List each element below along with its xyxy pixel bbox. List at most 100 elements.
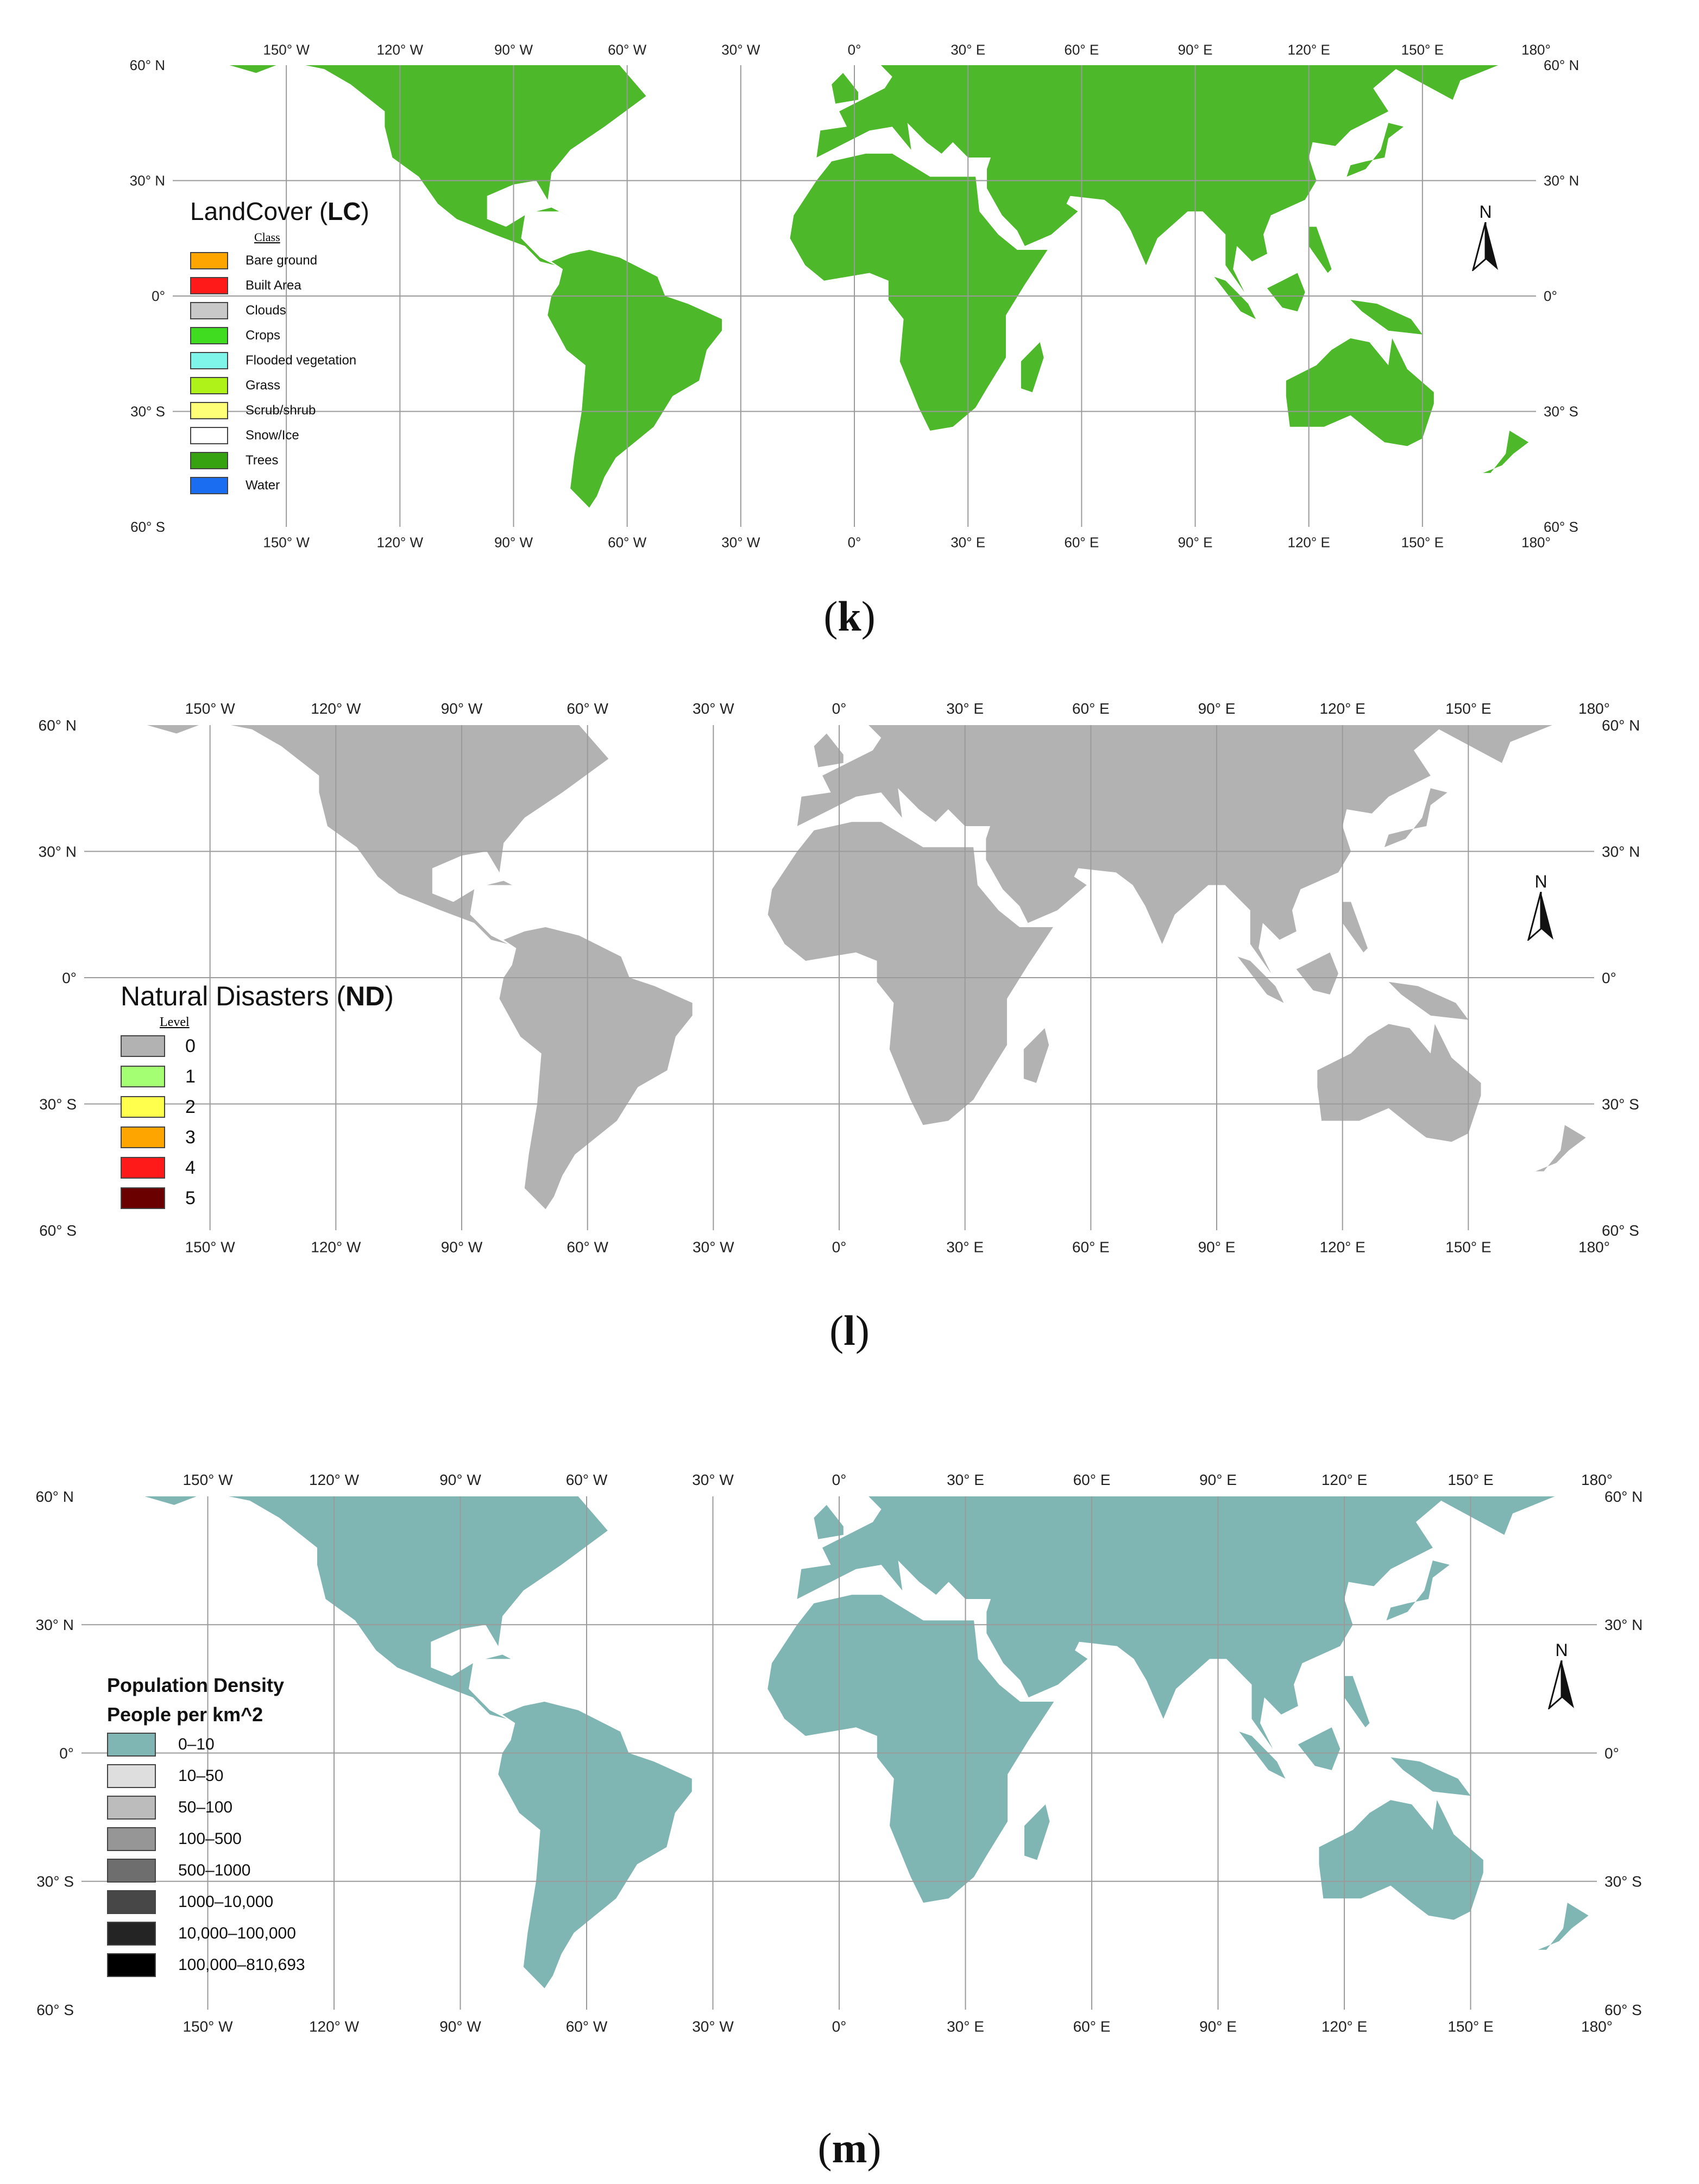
lon-tick-label: 90° W (441, 1239, 483, 1256)
lon-tick-label: 0° (832, 700, 847, 717)
lat-tick-label: 30° N (1544, 173, 1579, 189)
lat-tick-label: 0° (1544, 288, 1557, 304)
landmass (1386, 1560, 1450, 1621)
lat-tick-label: 30° S (1602, 1096, 1639, 1112)
land-layer (229, 65, 1529, 508)
landmass (1021, 342, 1044, 393)
lon-tick-label: 0° (848, 42, 861, 58)
legend-swatch (190, 377, 228, 394)
landmass (1535, 1125, 1586, 1172)
landmass (1296, 952, 1338, 995)
landmass (816, 65, 1499, 292)
legend-swatch (190, 352, 228, 369)
legend-item: 3 (121, 1126, 394, 1148)
lon-tick-label: 150° E (1445, 700, 1491, 717)
landmass (1346, 123, 1404, 177)
lat-tick-label: 30° N (130, 173, 165, 189)
lat-tick-label: 30° N (39, 843, 77, 860)
legend-label: 10–50 (178, 1767, 224, 1785)
panel-natural-disasters: 150° W 150° W 120° W 120° W 90° W 90° W 60° W 6… (0, 679, 1699, 1385)
legend-swatch (121, 1187, 165, 1209)
lon-tick-label: 150° E (1448, 2018, 1493, 2035)
legend-item: 10,000–100,000 (107, 1922, 305, 1946)
legend-item: 500–1000 (107, 1859, 305, 1883)
north-label: N (1479, 202, 1492, 222)
legend-label: 500–1000 (178, 1861, 251, 1879)
panel-population-density: 150° W 150° W 120° W 120° W 90° W 90° W 60° W 6… (0, 1385, 1699, 2184)
lon-tick-label: 90° W (494, 42, 533, 58)
lon-tick-label: 60° E (1064, 42, 1099, 58)
legend-item: 100–500 (107, 1827, 305, 1851)
lat-tick-label: 60° N (1602, 717, 1640, 734)
landmass (144, 1496, 608, 1719)
lon-tick-label: 0° (832, 2018, 847, 2035)
lon-tick-label: 150° W (185, 1239, 236, 1256)
legend-item: 1000–10,000 (107, 1890, 305, 1914)
panel-landcover: 150° W 150° W 120° W 120° W 90° W 90° W 60° W 6… (0, 0, 1699, 679)
legend-item: Flooded vegetation (190, 352, 369, 369)
landmass (1317, 1024, 1481, 1142)
legend-swatch (190, 477, 228, 494)
legend-label: Snow/Ice (246, 428, 299, 443)
legend-subtitle: People per km^2 (107, 1703, 263, 1726)
lon-tick-label: 30° E (946, 1239, 984, 1256)
lon-tick-label: 30° W (692, 1471, 734, 1488)
legend-title: Natural Disasters (ND) (121, 981, 394, 1011)
landmass (1388, 981, 1469, 1020)
legend-item: 4 (121, 1157, 394, 1179)
landmass (1384, 788, 1448, 847)
legend-item: Water (190, 477, 369, 494)
legend-swatch (190, 327, 228, 344)
lon-tick-label: 180° (1581, 2018, 1613, 2035)
lat-tick-label: 60° N (36, 1488, 74, 1505)
legend-swatch (190, 452, 228, 469)
legend-label: 0–10 (178, 1735, 215, 1753)
landmass (499, 927, 693, 1210)
lon-tick-label: 90° E (1178, 534, 1213, 551)
lon-tick-label: 150° W (263, 534, 310, 551)
lon-tick-label: 30° W (693, 700, 734, 717)
legend-swatch (107, 1733, 156, 1757)
lon-tick-label: 90° W (494, 534, 533, 551)
landmass (1023, 1028, 1049, 1083)
landmass (1538, 1903, 1589, 1950)
lon-tick-label: 60° E (1073, 2018, 1111, 2035)
landmass (1298, 1727, 1341, 1770)
landmass (814, 1505, 844, 1539)
legend-label: Built Area (246, 278, 301, 293)
landmass (814, 733, 844, 767)
north-label: N (1555, 1640, 1568, 1660)
north-arrow: N (1543, 1640, 1581, 1712)
landmass (498, 1702, 692, 1988)
legend-item: 2 (121, 1096, 394, 1118)
legend-item: Trees (190, 452, 369, 469)
legend-swatch (121, 1126, 165, 1148)
legend-label: 4 (185, 1157, 196, 1178)
lat-tick-label: 60° S (1604, 2002, 1642, 2018)
legend-item: 100,000–810,693 (107, 1953, 305, 1977)
lon-tick-label: 90° E (1198, 700, 1236, 717)
lat-tick-label: 60° N (130, 57, 165, 73)
lon-tick-label: 180° (1581, 1471, 1613, 1488)
lon-tick-label: 150° E (1401, 534, 1444, 551)
lat-tick-label: 30° N (1604, 1616, 1643, 1633)
north-arrow: N (1467, 202, 1505, 274)
legend-subtitle: Class (254, 230, 280, 244)
landmass (1342, 902, 1368, 953)
legend-item: 10–50 (107, 1764, 305, 1788)
legend-swatch (107, 1859, 156, 1883)
legend-swatch (190, 252, 228, 269)
lat-tick-label: 0° (152, 288, 165, 304)
legend-subtitle: Level (160, 1015, 190, 1029)
lon-tick-label: 30° E (947, 2018, 984, 2035)
north-arrow: N (1522, 872, 1560, 943)
lon-tick-label: 90° E (1198, 1239, 1236, 1256)
lat-tick-label: 60° N (1544, 57, 1579, 73)
legend-swatch (190, 302, 228, 319)
legend-item: 50–100 (107, 1796, 305, 1820)
lon-tick-label: 120° E (1322, 1471, 1367, 1488)
lon-tick-label: 120° W (309, 1471, 360, 1488)
legend-label: 2 (185, 1096, 196, 1117)
lon-tick-label: 150° E (1445, 1239, 1491, 1256)
lat-tick-label: 30° S (1544, 404, 1578, 420)
